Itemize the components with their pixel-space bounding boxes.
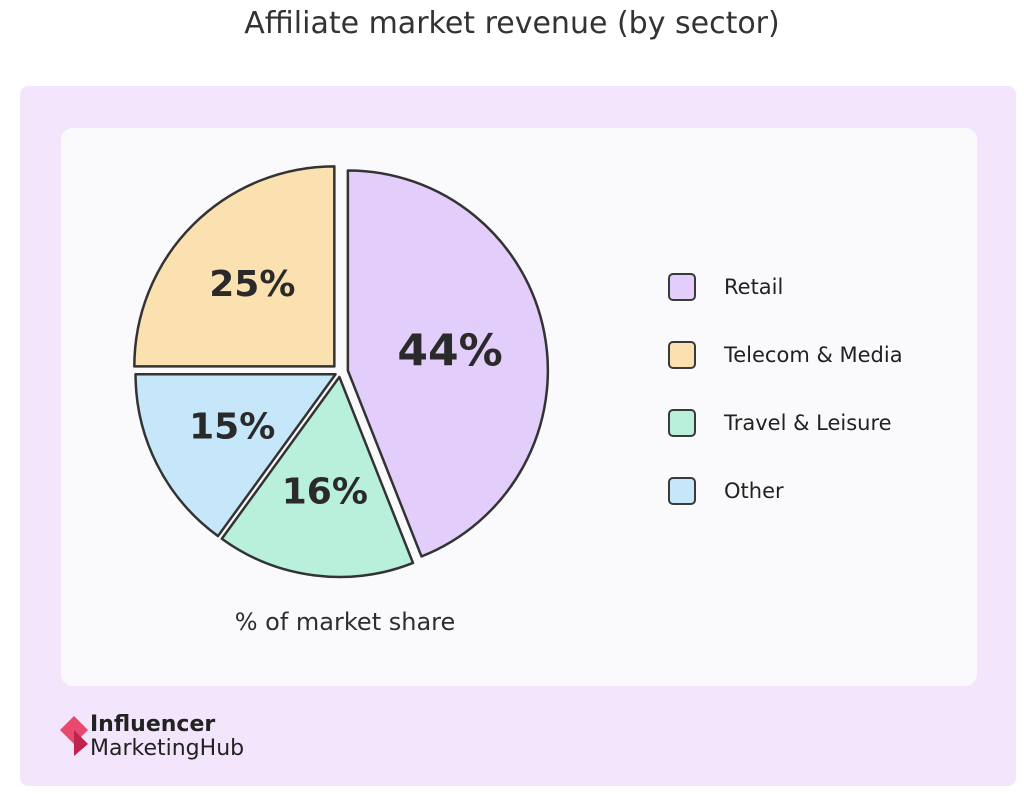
legend-item-travel-leisure: Travel & Leisure: [668, 404, 903, 472]
chart-title: Affiliate market revenue (by sector): [244, 6, 780, 41]
pie-slice-retail: [346, 169, 550, 558]
logo-text-line2: MarketingHub: [90, 736, 245, 761]
chart-subtitle: % of market share: [234, 608, 456, 636]
legend-label: Other: [724, 479, 784, 503]
legend-swatch: [668, 409, 696, 437]
legend-label: Retail: [724, 275, 784, 299]
logo-mark-icon: [60, 716, 88, 756]
pie-slice-travel-leisure: [220, 375, 415, 579]
legend-label: Telecom & Media: [724, 343, 903, 367]
logo-text-line1: Influencer: [90, 712, 216, 737]
slice-label: 16%: [282, 472, 368, 513]
legend-item-retail: Retail: [668, 268, 903, 336]
legend-item-other: Other: [668, 472, 903, 540]
slice-label: 25%: [209, 264, 295, 305]
legend-swatch: [668, 477, 696, 505]
legend-item-telecom-media: Telecom & Media: [668, 336, 903, 404]
legend: Retail Telecom & Media Travel & Leisure …: [668, 268, 903, 540]
legend-swatch: [668, 273, 696, 301]
slice-label: 15%: [189, 406, 275, 447]
slice-label: 44%: [397, 326, 502, 377]
legend-label: Travel & Leisure: [724, 411, 892, 435]
pie-slice-other: [134, 373, 337, 538]
pie-slice-telecom-media: [133, 165, 336, 368]
legend-swatch: [668, 341, 696, 369]
